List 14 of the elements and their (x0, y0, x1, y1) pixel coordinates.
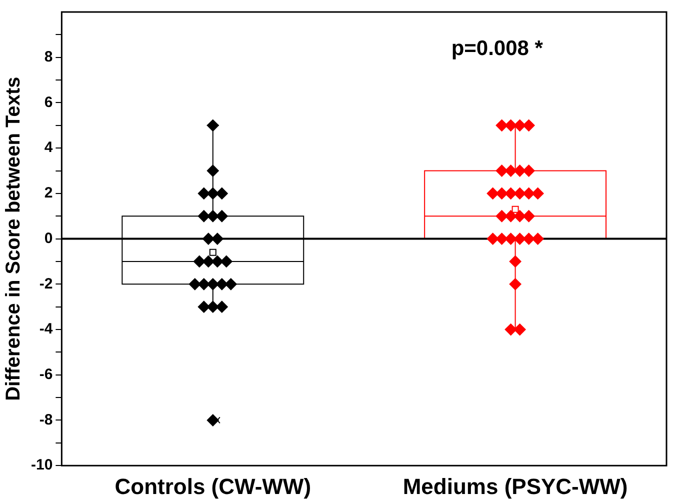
y-tick-label: -8 (39, 411, 53, 428)
y-tick-label: -10 (30, 456, 53, 474)
y-tick-label: -4 (39, 320, 54, 338)
y-axis-title: Difference in Score between Texts (2, 76, 25, 401)
y-tick-label: 2 (44, 184, 53, 202)
annotation: p=0.008 * (451, 36, 544, 60)
y-tick-label: -6 (39, 366, 53, 384)
x-tick-label: Mediums (PSYC-WW) (402, 474, 628, 499)
x-tick-label: Controls (CW-WW) (114, 474, 312, 499)
y-tick-label: 8 (44, 48, 53, 66)
y-tick-label: -2 (39, 275, 53, 292)
y-tick-label: 6 (44, 94, 53, 111)
y-tick-label: 0 (44, 230, 53, 247)
y-tick-label: 4 (44, 139, 54, 156)
